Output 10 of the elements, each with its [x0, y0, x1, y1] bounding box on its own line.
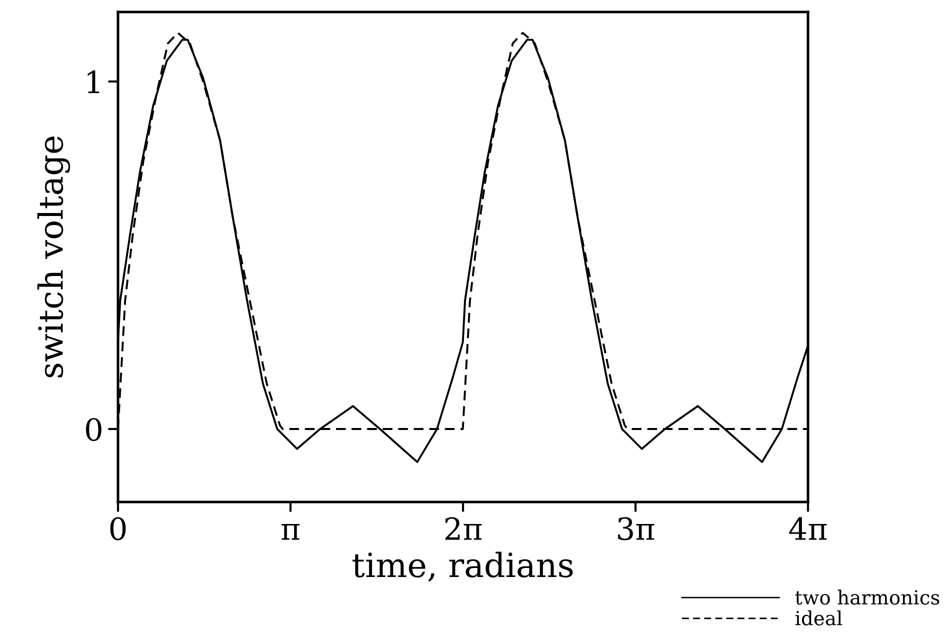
y-tick-label: 1	[88, 70, 100, 94]
x-tick-label: π	[282, 524, 300, 540]
x-axis-title: time, radians	[352, 552, 573, 582]
x-tick-label: 2π	[445, 517, 482, 540]
x-tick-label: 3π	[618, 517, 654, 540]
x-tick-label: 0	[110, 517, 126, 540]
y-axis-title: switch voltage	[37, 136, 70, 378]
x-tick-label: 4π	[789, 517, 827, 540]
text: ideal	[795, 610, 842, 626]
text: two harmonics	[795, 590, 940, 605]
